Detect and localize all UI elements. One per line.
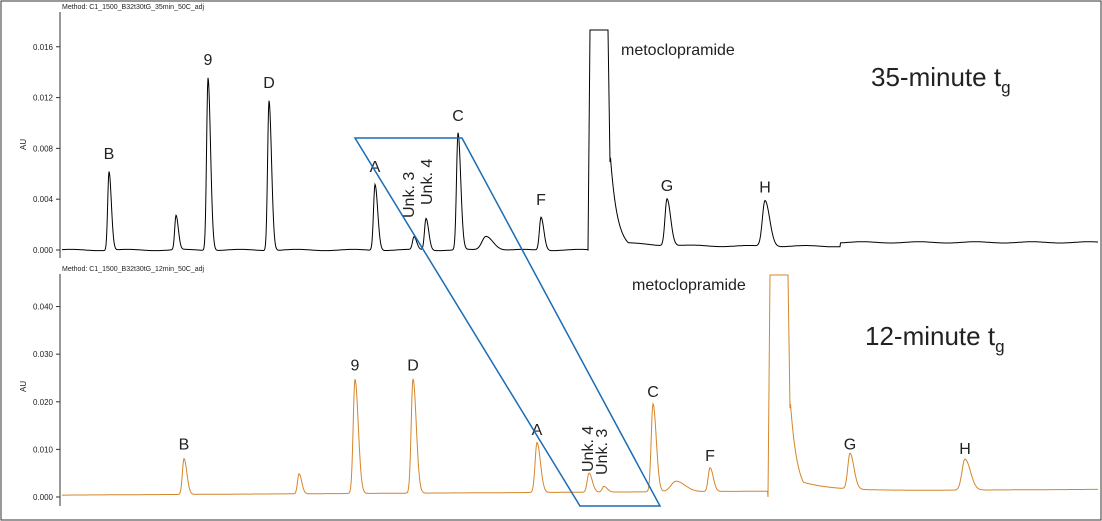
- y-tick-label: 0.040: [33, 303, 54, 312]
- peak-label: H: [959, 441, 971, 458]
- peak-label: G: [661, 178, 673, 195]
- bottom-title-main: 12-minute t: [865, 321, 996, 351]
- bottom-metoclopramide-label: metoclopramide: [632, 277, 746, 294]
- bottom-trace-line: [62, 274, 1098, 498]
- bottom-panel-title: 12-minute tg: [865, 321, 1005, 356]
- top-trace-line: [62, 29, 1099, 252]
- y-tick-label: 0.010: [33, 445, 54, 454]
- top-chromatogram-panel: Method: C1_1500_B32t30tG_35min_50C_adj A…: [19, 4, 1099, 258]
- peak-label: D: [407, 358, 419, 375]
- y-tick-label: 0.012: [33, 94, 54, 103]
- peak-label: A: [532, 422, 543, 439]
- peak-label: Unk. 4: [419, 159, 436, 205]
- top-title-subscript: g: [1001, 78, 1010, 97]
- peak-label: 9: [204, 52, 213, 69]
- peak-label: Unk. 4: [580, 426, 597, 472]
- top-y-axis-label: AU: [19, 139, 28, 150]
- bottom-title-subscript: g: [995, 337, 1004, 356]
- bottom-chromatogram-panel: Method: C1_1500_B32t30tG_12min_50C_adj A…: [19, 266, 1098, 506]
- peak-label: D: [263, 75, 275, 92]
- bottom-method-label: Method: C1_1500_B32t30tG_12min_50C_adj: [62, 266, 204, 273]
- peak-label: F: [536, 192, 546, 209]
- peak-label: 9: [351, 358, 360, 375]
- top-panel-title: 35-minute tg: [871, 62, 1011, 97]
- peak-label: F: [705, 448, 715, 465]
- peak-label: Unk. 3: [594, 429, 611, 475]
- peak-label: B: [179, 436, 190, 453]
- peak-label: A: [370, 159, 381, 176]
- top-title-main: 35-minute t: [871, 62, 1002, 92]
- peak-label: G: [844, 436, 856, 453]
- peak-label: C: [647, 384, 659, 401]
- y-tick-label: 0.016: [33, 43, 54, 52]
- y-tick-label: 0.000: [33, 493, 54, 502]
- y-tick-label: 0.020: [33, 398, 54, 407]
- top-method-label: Method: C1_1500_B32t30tG_35min_50C_adj: [62, 4, 204, 11]
- y-tick-label: 0.008: [33, 144, 54, 153]
- highlight-parallelogram: [353, 137, 662, 507]
- peak-label: B: [104, 146, 115, 163]
- peak-label: Unk. 3: [401, 172, 418, 218]
- y-tick-label: 0.004: [33, 195, 54, 204]
- peak-label: C: [452, 108, 464, 125]
- bottom-y-axis-label: AU: [19, 381, 28, 392]
- top-metoclopramide-label: metoclopramide: [621, 42, 735, 59]
- y-tick-label: 0.030: [33, 350, 54, 359]
- peak-label: H: [759, 179, 771, 196]
- y-tick-label: 0.000: [33, 246, 54, 255]
